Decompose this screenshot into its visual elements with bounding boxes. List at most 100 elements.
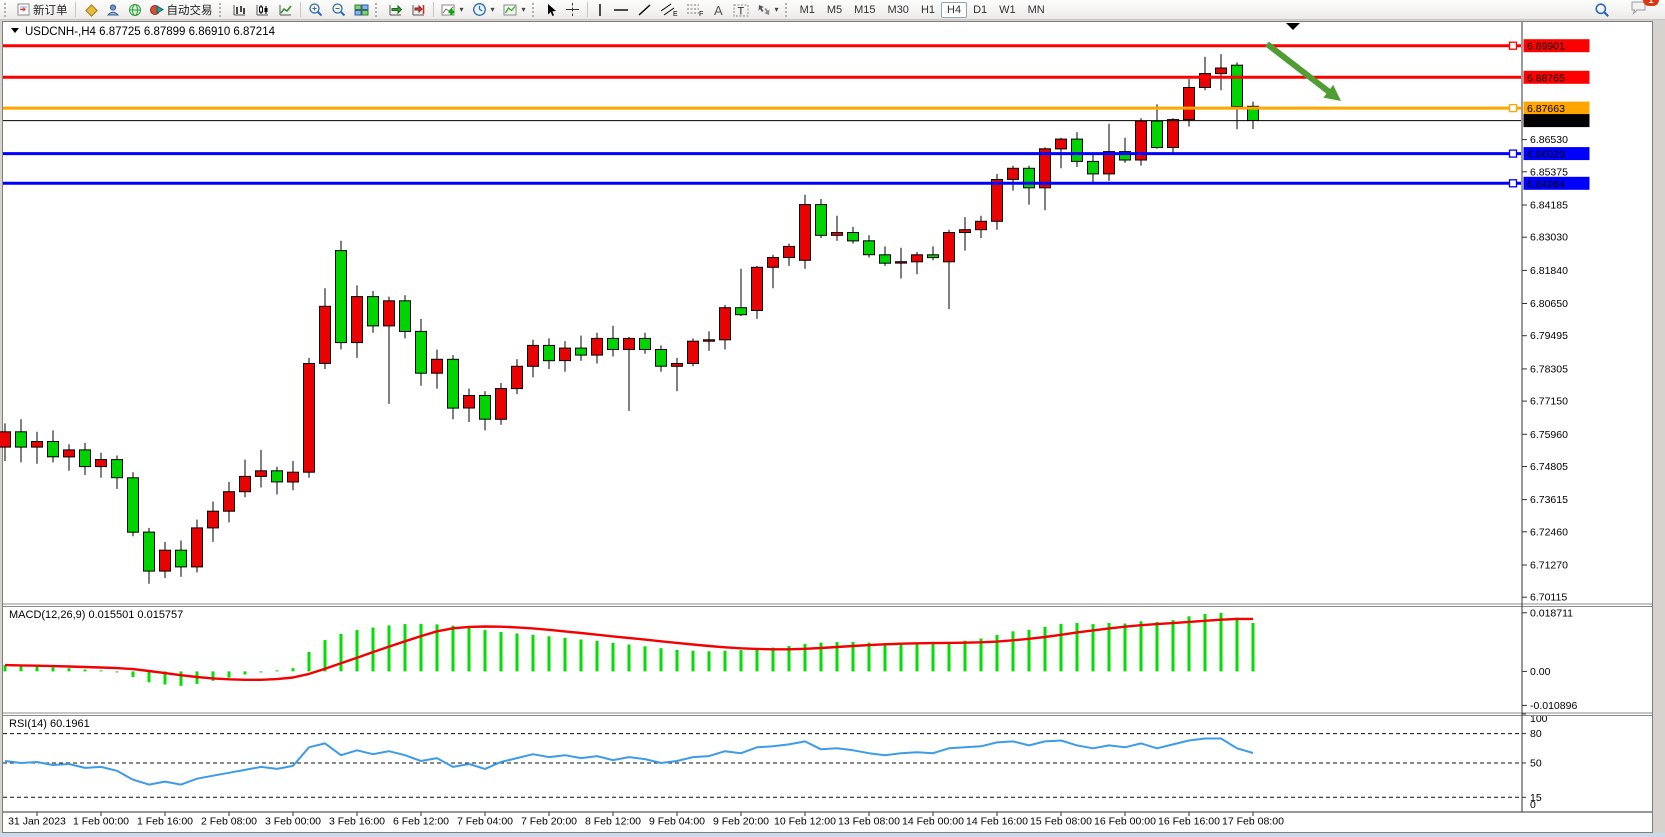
candle-bull: [687, 340, 699, 365]
candle-bull: [975, 220, 987, 231]
price-tick-label: 6.71270: [1530, 560, 1568, 572]
diamond-tool-button[interactable]: [79, 1, 102, 19]
chart-shift-button[interactable]: [407, 1, 430, 19]
toolbar-grip[interactable]: [531, 2, 537, 17]
toolbar-grip[interactable]: [4, 2, 9, 17]
timeframe-m1-button[interactable]: M1: [794, 2, 821, 18]
indicators-button[interactable]: [437, 1, 468, 19]
network-tool-button[interactable]: [124, 1, 146, 19]
candle-bear: [863, 240, 875, 256]
candle-bull: [911, 254, 923, 263]
autotrade-label: 自动交易: [166, 4, 213, 17]
timeframe-m30-button[interactable]: M30: [882, 2, 915, 18]
label-tool-button[interactable]: T: [729, 1, 753, 19]
candle-bear: [879, 254, 891, 264]
horizontal-line-tool-button[interactable]: [609, 1, 633, 19]
fibonacci-tool-button[interactable]: F: [682, 1, 708, 19]
zoom-out-icon: [331, 2, 346, 17]
vertical-line-tool-button[interactable]: [591, 1, 609, 19]
channel-tool-button[interactable]: E: [656, 1, 682, 19]
price-tick-label: 6.74805: [1530, 461, 1568, 473]
candle-bull: [831, 232, 843, 236]
autotrade-button[interactable]: 自动交易: [146, 1, 217, 19]
panel-separators[interactable]: [3, 603, 1652, 716]
timeframe-w1-button[interactable]: W1: [993, 2, 1022, 18]
zoom-out-button[interactable]: [327, 1, 350, 19]
annotations-layer[interactable]: [1265, 23, 1341, 101]
candle-bull: [31, 441, 43, 448]
macd-bar: [867, 642, 871, 672]
clock-icon: [472, 2, 487, 17]
profile-tool-button[interactable]: [102, 1, 124, 19]
new-order-button[interactable]: 新订单: [13, 1, 72, 19]
macd-bar: [547, 636, 551, 672]
timeframe-h1-button[interactable]: H1: [915, 2, 941, 18]
arrows-tool-button[interactable]: [753, 1, 783, 19]
macd-bar: [803, 643, 807, 672]
time-axis[interactable]: 31 Jan 2023 1 Feb 00:00 1 Feb 16:00 2 Feb 0…: [8, 812, 1284, 828]
macd-bar: [995, 635, 999, 672]
timeframe-m15-button[interactable]: M15: [848, 2, 881, 18]
time-tick-label: 7 Feb 04:00: [457, 816, 513, 828]
macd-label: MACD(12,26,9) 0.015501 0.015757: [9, 609, 183, 621]
macd-bar: [755, 648, 759, 672]
timeframe-d1-button[interactable]: D1: [967, 2, 993, 18]
macd-bar: [243, 671, 247, 675]
tile-windows-button[interactable]: [350, 1, 373, 19]
chart-dropdown-icon[interactable]: [11, 28, 19, 33]
candle-bull: [351, 296, 363, 344]
candle-bull: [383, 300, 395, 327]
candle-bear: [1231, 64, 1243, 107]
macd-bar: [819, 642, 823, 672]
candle-bull: [1039, 148, 1051, 189]
macd-bar: [19, 665, 23, 672]
price-label-box: [1523, 176, 1590, 190]
auto-scroll-button[interactable]: [384, 1, 407, 19]
cursor-button[interactable]: [541, 1, 561, 19]
macd-bar: [83, 669, 87, 672]
price-scale[interactable]: 6.89901 6.88765 6.87663 6.86029 6.84964 6.872…: [1522, 39, 1590, 604]
macd-bar: [931, 644, 935, 672]
templates-button[interactable]: [499, 1, 530, 19]
candle-bull: [703, 339, 715, 342]
candle-bull: [783, 245, 795, 258]
bar-chart-button[interactable]: [228, 1, 251, 19]
time-tick-label: 16 Feb 00:00: [1094, 816, 1156, 828]
bottom-strip: [0, 833, 1665, 837]
line-chart-button[interactable]: [274, 1, 297, 19]
toolbar-grip[interactable]: [218, 2, 224, 17]
macd-bar: [211, 671, 215, 681]
macd-bar: [291, 668, 295, 672]
trendline-tool-button[interactable]: [633, 1, 656, 19]
candlestick-chart-button[interactable]: [251, 1, 274, 19]
zoom-in-button[interactable]: [304, 1, 327, 19]
price-label-box: [1523, 70, 1590, 84]
macd-bar: [1091, 624, 1095, 672]
horizontal-line-icon: [613, 3, 629, 17]
macd-bar: [1123, 623, 1127, 672]
candle-bull: [623, 337, 635, 350]
crosshair-button[interactable]: [561, 1, 584, 19]
timeframe-h4-button[interactable]: H4: [941, 1, 968, 18]
price-tick-label: 6.78305: [1530, 363, 1568, 375]
periods-button[interactable]: [468, 1, 499, 19]
toolbar-grip[interactable]: [374, 2, 380, 17]
timeframe-mn-button[interactable]: MN: [1022, 2, 1051, 18]
svg-text:A: A: [714, 3, 723, 17]
candle-bear: [479, 395, 491, 420]
macd-bar: [419, 623, 423, 672]
cursor-icon: [545, 3, 557, 17]
chart-header: USDCNH-,H4 6.87725 6.87899 6.86910 6.872…: [11, 26, 276, 38]
divider: [432, 2, 434, 17]
candle-bull: [959, 229, 971, 233]
toolbar-grip[interactable]: [784, 2, 790, 17]
candle-bull: [287, 471, 299, 483]
rsi-tick-label: 100: [1530, 713, 1548, 725]
notification-badge[interactable]: 1: [1643, 0, 1659, 6]
timeframe-m5-button[interactable]: M5: [821, 2, 848, 18]
diamond-icon: [83, 3, 98, 17]
candle-bear: [415, 330, 427, 374]
text-tool-button[interactable]: A: [708, 1, 729, 19]
search-button[interactable]: [1590, 1, 1614, 19]
